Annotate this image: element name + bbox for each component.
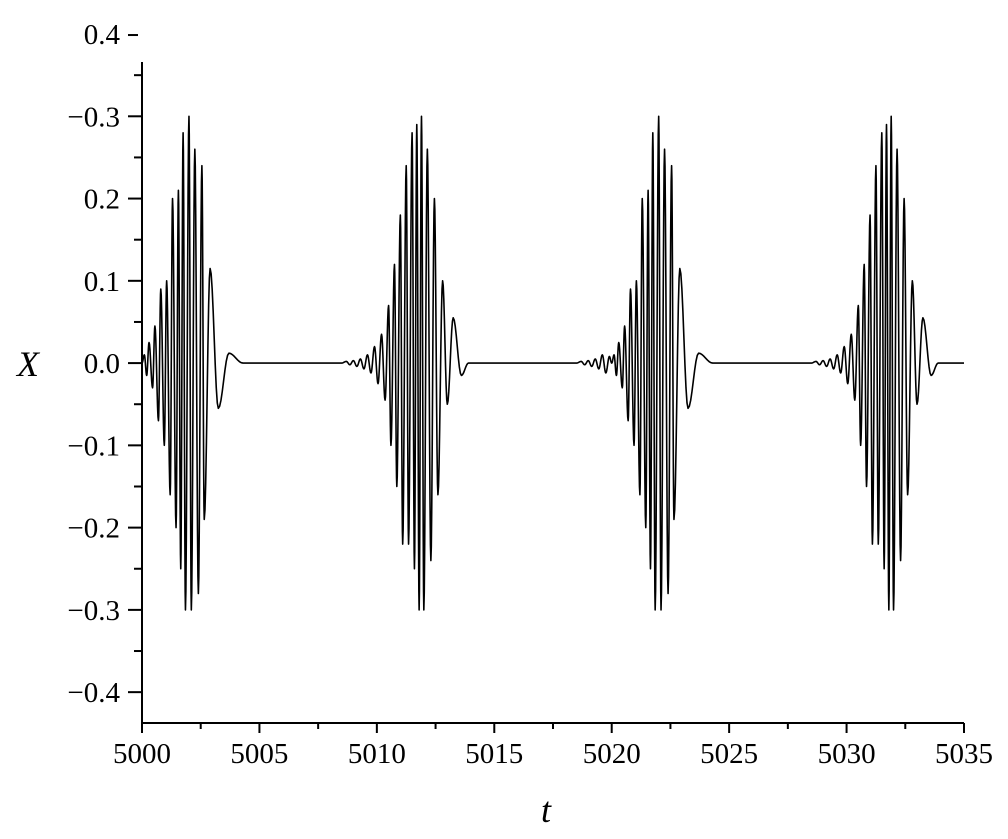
y-tick-label-top: 0.4 bbox=[84, 19, 121, 51]
y-tick-label: −0.1 bbox=[67, 430, 120, 462]
x-tick-label: 5005 bbox=[230, 738, 288, 770]
x-tick-label: 5010 bbox=[348, 738, 406, 770]
y-tick-label: 0.0 bbox=[84, 348, 120, 380]
y-tick-label: −0.3 bbox=[67, 101, 120, 133]
y-tick-label: −0.2 bbox=[67, 513, 120, 545]
x-tick-label: 5035 bbox=[935, 738, 993, 770]
x-tick-label: 5015 bbox=[465, 738, 523, 770]
y-tick-label: −0.4 bbox=[67, 677, 120, 709]
x-tick-label: 5020 bbox=[583, 738, 641, 770]
y-axis-label: X bbox=[15, 344, 41, 384]
y-tick-label: −0.3 bbox=[67, 595, 120, 627]
x-tick-label: 5025 bbox=[700, 738, 758, 770]
x-tick-label: 5000 bbox=[113, 738, 171, 770]
x-axis-label: t bbox=[541, 790, 552, 830]
y-tick-label: 0.2 bbox=[84, 184, 120, 216]
axes: 5000 5005 5010 5015 5020 5025 5030 5035 −0.3 0.2 0… bbox=[67, 19, 993, 770]
series-line bbox=[141, 115, 964, 611]
y-tick-label: 0.1 bbox=[84, 266, 120, 298]
x-tick-label: 5030 bbox=[818, 738, 876, 770]
